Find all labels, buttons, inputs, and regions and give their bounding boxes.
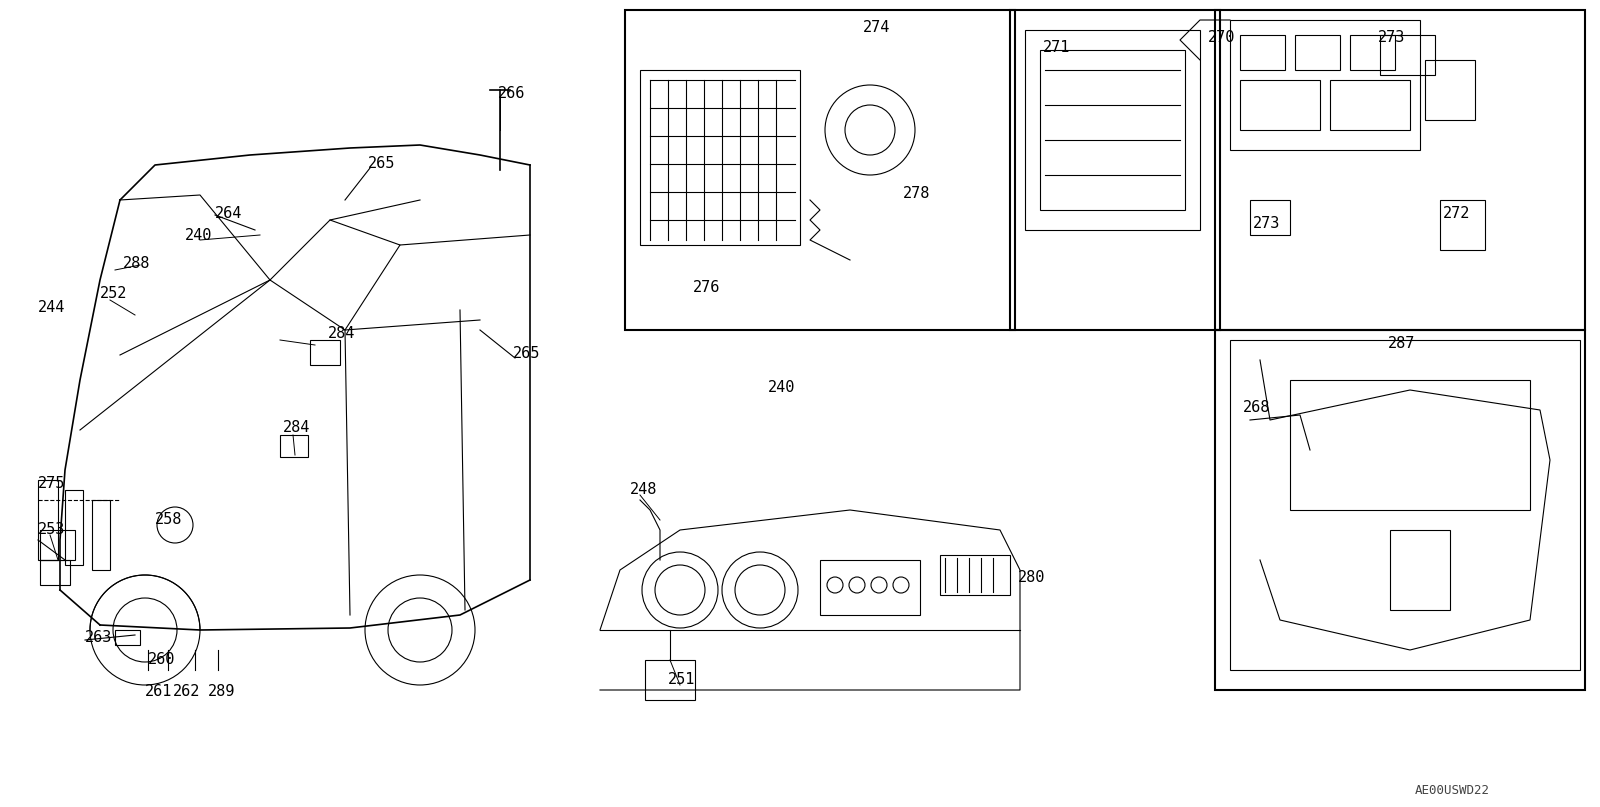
Bar [1426, 60, 1475, 120]
Bar [1026, 30, 1200, 230]
Text: 288: 288 [123, 256, 150, 270]
Text: 278: 278 [902, 186, 930, 200]
Text: 273: 273 [1253, 215, 1280, 231]
Text: 266: 266 [498, 86, 525, 101]
Text: 261: 261 [146, 684, 173, 700]
Text: AE00USWD22: AE00USWD22 [1414, 784, 1490, 797]
Text: 244: 244 [38, 300, 66, 316]
Bar [819, 560, 920, 615]
Bar [93, 500, 110, 570]
Text: 251: 251 [669, 672, 696, 688]
Text: 271: 271 [1043, 40, 1070, 56]
Text: 258: 258 [155, 512, 182, 528]
Text: 270: 270 [1208, 31, 1235, 45]
Bar [40, 530, 75, 560]
Bar [1040, 50, 1186, 210]
Bar [38, 480, 58, 560]
Text: 252: 252 [99, 286, 128, 300]
Bar [1250, 200, 1290, 235]
Bar [280, 435, 307, 457]
Text: 265: 265 [514, 345, 541, 361]
Bar [1330, 80, 1410, 130]
Text: 268: 268 [1243, 400, 1270, 416]
Text: 248: 248 [630, 483, 658, 497]
Text: 274: 274 [862, 20, 890, 36]
Text: 240: 240 [186, 228, 213, 242]
Bar [645, 660, 694, 700]
Text: 284: 284 [328, 325, 355, 341]
Bar [1230, 340, 1581, 670]
Bar [626, 10, 1014, 330]
Text: 265: 265 [368, 156, 395, 170]
Bar [1214, 10, 1586, 330]
Bar [1240, 35, 1285, 70]
Bar [941, 555, 1010, 595]
Text: 262: 262 [173, 684, 200, 700]
Bar [1350, 35, 1395, 70]
Bar [640, 70, 800, 245]
Bar [1294, 35, 1341, 70]
Text: 280: 280 [1018, 571, 1045, 586]
Bar [66, 490, 83, 565]
Bar [1214, 330, 1586, 690]
Bar [310, 340, 339, 365]
Bar [1379, 35, 1435, 75]
Text: 289: 289 [208, 684, 235, 700]
Bar [115, 630, 141, 645]
Bar [1390, 530, 1450, 610]
Text: 276: 276 [693, 281, 720, 295]
Bar [40, 560, 70, 585]
Text: 253: 253 [38, 522, 66, 537]
Bar [1440, 200, 1485, 250]
Text: 260: 260 [147, 653, 176, 667]
Bar [1290, 380, 1530, 510]
Text: 275: 275 [38, 475, 66, 491]
Text: 272: 272 [1443, 206, 1470, 220]
Text: 263: 263 [85, 629, 112, 645]
Text: 240: 240 [768, 380, 795, 395]
Text: 287: 287 [1389, 336, 1416, 350]
Bar [1010, 10, 1221, 330]
Text: 264: 264 [214, 206, 242, 220]
Text: 284: 284 [283, 420, 310, 436]
Bar [1240, 80, 1320, 130]
Bar [1230, 20, 1421, 150]
Text: 273: 273 [1378, 31, 1405, 45]
